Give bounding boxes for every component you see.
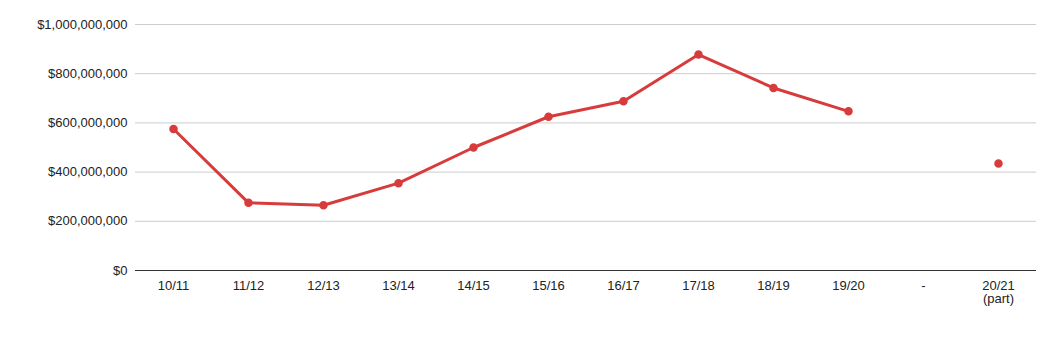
svg-text:18/19: 18/19 [757, 278, 790, 293]
svg-text:16/17: 16/17 [607, 278, 640, 293]
svg-text:15/16: 15/16 [532, 278, 565, 293]
svg-text:-: - [921, 278, 925, 293]
svg-text:12/13: 12/13 [307, 278, 340, 293]
svg-text:$400,000,000: $400,000,000 [48, 164, 128, 179]
svg-text:$1,000,000,000: $1,000,000,000 [37, 17, 127, 32]
svg-text:13/14: 13/14 [382, 278, 415, 293]
svg-text:$200,000,000: $200,000,000 [48, 213, 128, 228]
svg-text:20/21(part): 20/21(part) [982, 278, 1015, 306]
svg-text:17/18: 17/18 [682, 278, 715, 293]
svg-text:14/15: 14/15 [457, 278, 490, 293]
svg-text:$800,000,000: $800,000,000 [48, 66, 128, 81]
svg-text:19/20: 19/20 [832, 278, 865, 293]
svg-text:11/12: 11/12 [233, 278, 265, 293]
svg-text:$0: $0 [113, 263, 127, 278]
svg-text:$600,000,000: $600,000,000 [48, 115, 128, 130]
svg-text:10/11: 10/11 [158, 278, 190, 293]
